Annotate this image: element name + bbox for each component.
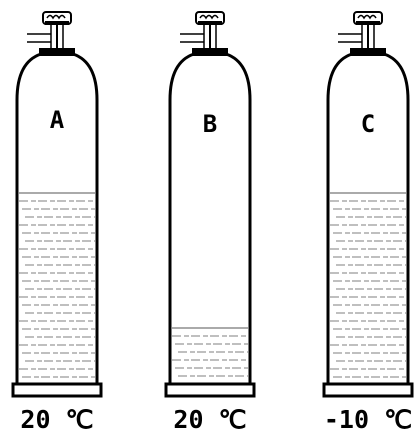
temperature-label: 20 ℃ xyxy=(173,405,246,434)
cylinder: B 20 ℃ xyxy=(164,10,256,434)
cylinders: A 20 ℃ B 20 ℃ C -10 ℃ xyxy=(11,10,414,434)
cylinder: C -10 ℃ xyxy=(322,10,414,434)
cylinder-outline xyxy=(164,10,256,398)
cylinder-outline xyxy=(11,10,103,398)
cylinder-label: C xyxy=(361,110,375,138)
temperature-label: -10 ℃ xyxy=(324,405,412,434)
cylinder-label: A xyxy=(50,106,65,134)
temperature-label: 20 ℃ xyxy=(20,405,93,434)
cylinder-label: B xyxy=(203,110,217,138)
cylinder: A 20 ℃ xyxy=(11,10,103,434)
cylinder-outline xyxy=(322,10,414,398)
